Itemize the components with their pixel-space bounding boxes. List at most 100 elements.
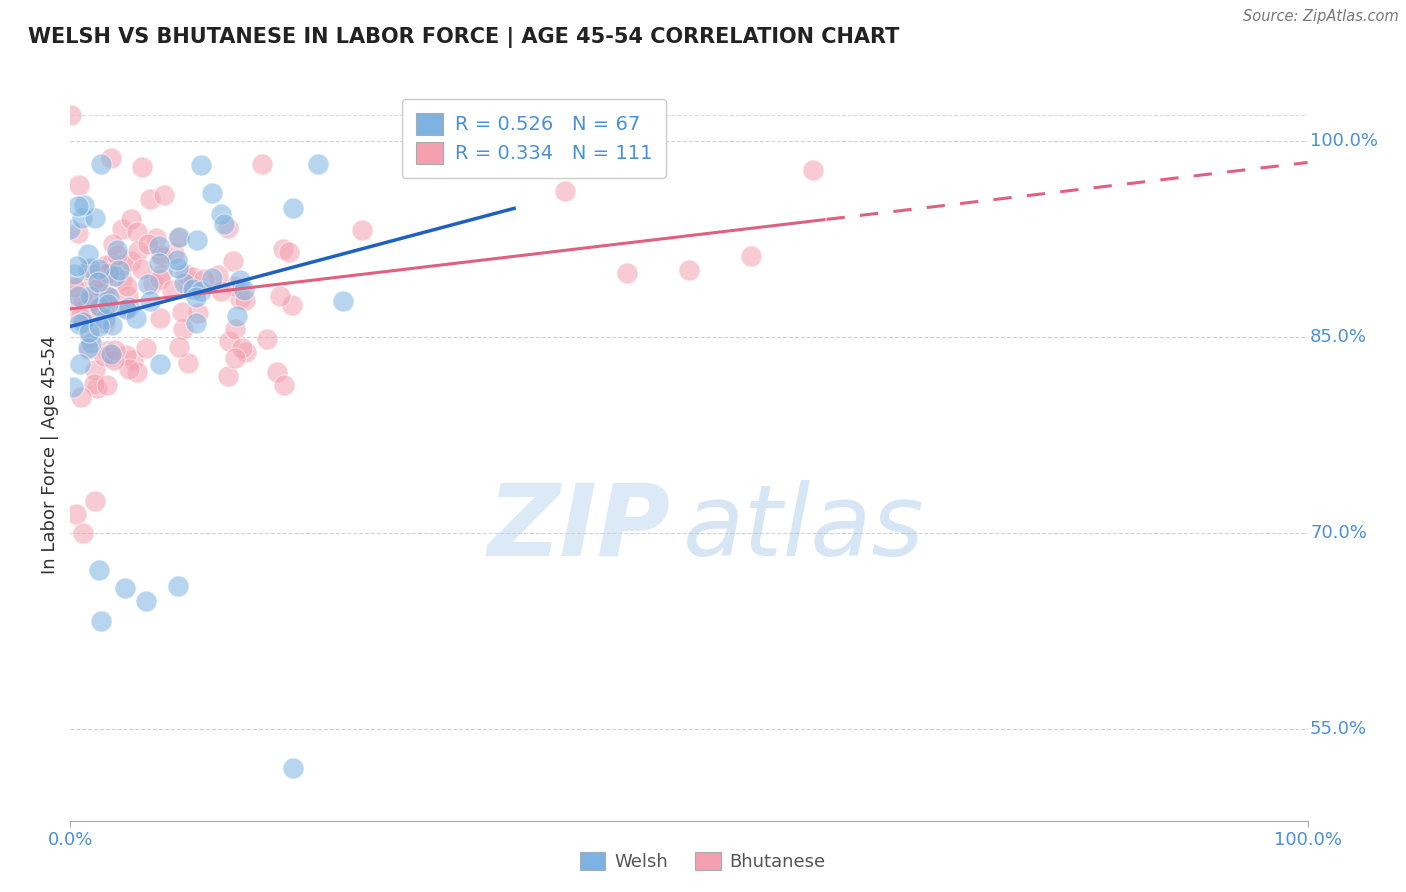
Point [163,246,186,260]
Point [149,311,172,326]
Point [118,300,141,314]
Point [181,282,204,296]
Point [62,380,84,394]
Point [97,266,120,280]
Point [405,108,427,122]
Point [89,275,111,289]
Point [66,199,89,213]
Point [678,263,700,277]
Point [149,272,172,286]
Point [117,279,139,293]
Point [149,248,172,262]
Point [82,290,104,304]
Point [94,296,117,310]
Point [186,233,208,247]
Point [115,301,138,316]
Point [83,211,105,226]
Point [89,301,111,315]
Point [281,201,304,215]
Point [79,289,101,303]
Point [100,349,122,363]
Point [139,192,162,206]
Point [332,293,354,308]
Point [93,349,115,363]
Point [492,108,515,122]
Point [98,289,121,303]
Point [212,217,235,231]
Point [87,299,110,313]
Point [201,186,224,200]
Point [114,301,136,315]
Point [79,260,101,275]
Point [224,322,246,336]
Point [93,286,115,301]
Point [100,347,122,361]
Point [145,231,167,245]
Point [201,270,224,285]
Point [105,247,128,261]
Point [86,272,108,286]
Text: 70.0%: 70.0% [1310,524,1367,542]
Point [148,239,170,253]
Point [77,246,100,260]
Point [87,563,110,577]
Point [269,288,291,302]
Point [111,222,134,236]
Point [222,254,245,268]
Point [79,343,101,357]
Point [118,361,141,376]
Point [70,211,93,225]
Point [101,236,124,251]
Point [69,310,91,324]
Point [60,297,83,311]
Point [100,151,122,165]
Text: 55.0%: 55.0% [1310,720,1367,739]
Point [127,225,149,239]
Point [209,207,232,221]
Point [350,223,373,237]
Point [90,157,112,171]
Y-axis label: In Labor Force | Age 45-54: In Labor Force | Age 45-54 [41,335,59,574]
Point [77,341,100,355]
Point [217,220,239,235]
Point [98,290,121,304]
Point [231,341,253,355]
Point [65,507,87,521]
Point [149,357,172,371]
Text: ZIP: ZIP [488,480,671,576]
Point [101,256,124,270]
Point [86,286,108,301]
Point [174,267,197,281]
Text: 85.0%: 85.0% [1310,328,1367,346]
Point [90,614,112,628]
Point [233,293,256,308]
Text: WELSH VS BHUTANESE IN LABOR FORCE | AGE 45-54 CORRELATION CHART: WELSH VS BHUTANESE IN LABOR FORCE | AGE … [28,27,900,48]
Point [120,212,142,227]
Point [83,377,105,392]
Point [141,276,163,290]
Point [307,157,329,171]
Point [160,284,183,298]
Point [139,293,162,308]
Text: 100.0%: 100.0% [1310,132,1378,151]
Point [150,250,173,264]
Point [235,345,257,359]
Text: Source: ZipAtlas.com: Source: ZipAtlas.com [1243,9,1399,24]
Point [105,244,128,258]
Point [96,299,118,313]
Point [91,290,114,304]
Point [127,366,149,380]
Point [127,244,149,258]
Point [75,301,97,316]
Point [96,343,118,358]
Point [173,276,195,290]
Point [125,311,148,326]
Point [167,260,190,275]
Point [801,163,824,178]
Point [63,280,86,294]
Point [79,336,101,351]
Point [96,297,118,311]
Point [616,266,638,280]
Point [77,325,100,339]
Point [170,305,193,319]
